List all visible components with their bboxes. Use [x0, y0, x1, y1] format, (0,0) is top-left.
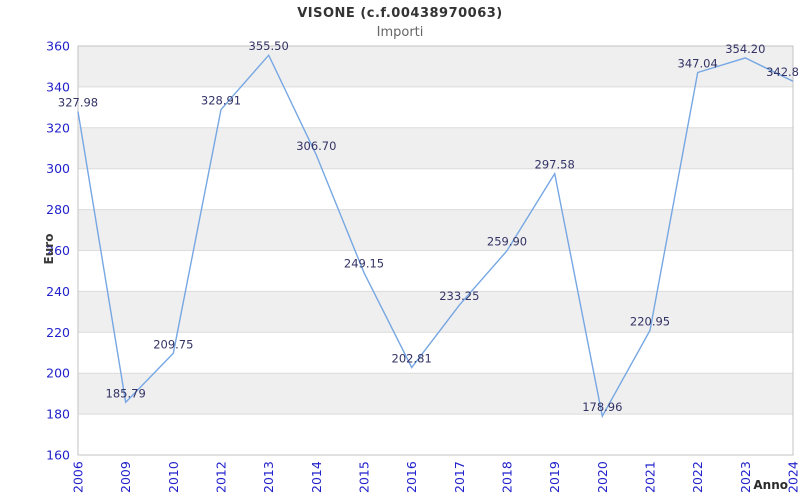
point-label: 185.79: [106, 386, 146, 400]
point-label: 202.81: [392, 351, 432, 365]
y-tick-label: 180: [46, 407, 70, 422]
point-label: 259.90: [487, 235, 527, 249]
y-axis-title: Euro: [42, 233, 56, 265]
y-tick-label: 340: [46, 79, 70, 94]
plot-band: [78, 209, 793, 251]
y-tick-label: 260: [46, 243, 70, 258]
x-tick-label: 2020: [595, 461, 610, 493]
point-label: 342.8: [766, 65, 799, 79]
y-tick-label: 280: [46, 202, 70, 217]
y-tick-label: 160: [46, 448, 70, 463]
x-tick-label: 2017: [452, 461, 467, 493]
x-tick-label: 2024: [786, 461, 800, 493]
plot-band: [78, 291, 793, 333]
plot-border: [77, 45, 794, 456]
point-label: 328.91: [201, 94, 241, 108]
x-tick-label: 2012: [214, 461, 229, 493]
point-label: 355.50: [249, 39, 289, 53]
point-label: 347.04: [678, 57, 718, 71]
point-label: 233.25: [439, 289, 479, 303]
point-label: 354.20: [725, 42, 765, 56]
x-tick-label: 2022: [690, 461, 705, 493]
x-tick-label: 2015: [357, 461, 372, 493]
chart-title: VISONE (c.f.00438970063): [297, 6, 503, 21]
x-tick-label: 2010: [166, 461, 181, 493]
point-label: 297.58: [535, 158, 575, 172]
y-tick-label: 200: [46, 366, 70, 381]
y-tick-label: 240: [46, 284, 70, 299]
y-tick-label: 220: [46, 325, 70, 340]
plot-band: [78, 46, 793, 87]
x-tick-label: 2019: [547, 461, 562, 493]
data-line: [77, 53, 794, 419]
point-label: 249.15: [344, 257, 384, 271]
point-label: 209.75: [153, 337, 193, 351]
x-tick-label: 2021: [643, 461, 658, 493]
x-tick-label: 2009: [118, 461, 133, 493]
point-label: 306.70: [296, 139, 336, 153]
x-tick-label: 2023: [738, 461, 753, 493]
x-tick-label: 2006: [71, 461, 86, 493]
x-axis-title: Anno: [753, 478, 788, 492]
x-tick-label: 2014: [309, 461, 324, 493]
point-label: 220.95: [630, 314, 670, 328]
plot-band: [78, 127, 793, 169]
x-tick-label: 2016: [404, 461, 419, 493]
plot-band: [78, 373, 793, 415]
y-tick-label: 320: [46, 120, 70, 135]
x-tick-label: 2013: [261, 461, 276, 493]
point-label: 178.96: [582, 400, 622, 414]
y-tick-label: 300: [46, 161, 70, 176]
chart-subtitle: Importi: [376, 25, 424, 40]
x-tick-label: 2018: [500, 461, 515, 493]
point-label: 327.98: [58, 95, 98, 109]
y-tick-label: 360: [46, 39, 70, 54]
